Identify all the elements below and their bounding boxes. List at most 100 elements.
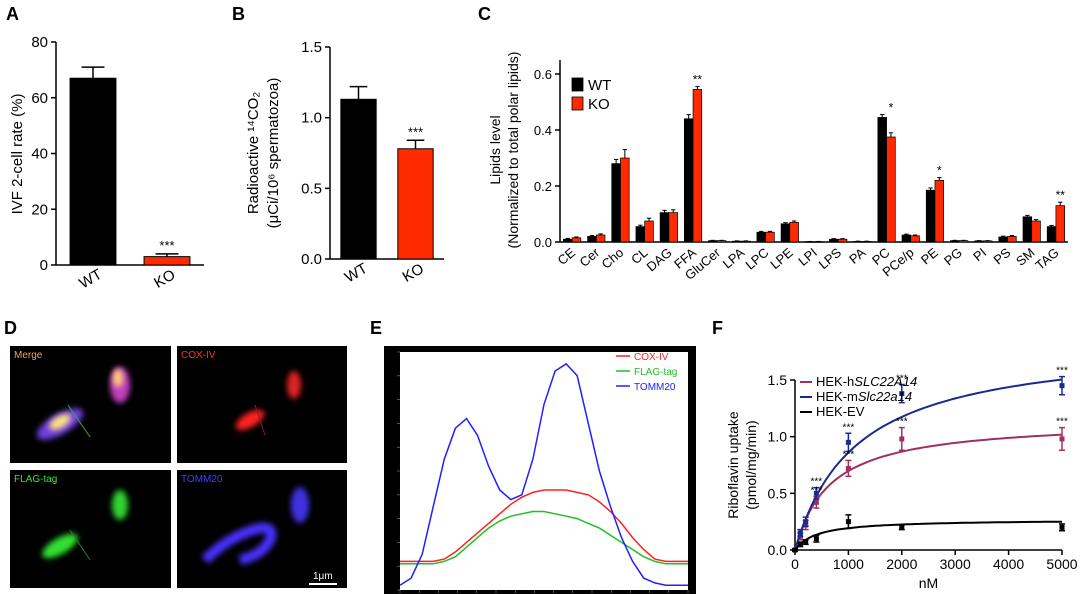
x-tick-label: PS <box>991 245 1014 268</box>
legend-label: HEK-hSLC22A14 <box>816 374 917 389</box>
y-tick-label: 1.5 <box>768 372 788 388</box>
y-axis-label: (μCi/10⁶ spermatozoa) <box>265 78 282 229</box>
scale-bar-label: 1μm <box>313 571 333 582</box>
y-tick-label: 40 <box>31 146 48 163</box>
bar-wt <box>708 240 718 243</box>
micrograph-cox-iv: COX-IV <box>177 346 347 463</box>
bar-ko <box>692 89 703 243</box>
bar-ko <box>862 241 872 243</box>
legend-label-prefix: HEK-EV <box>816 404 865 419</box>
bar-wt <box>1022 216 1033 243</box>
bar-wt <box>659 212 670 243</box>
y-tick-label: 0.5 <box>768 485 788 501</box>
panel-e-chart: COX-IV FLAG-tag TOMM20 <box>397 351 689 593</box>
data-point <box>899 436 905 442</box>
panel-f-chart: 0.0 0.5 1.0 1.5 0 1000 2000 3000 4000 5000 nM Ribof… <box>725 366 1078 591</box>
data-point <box>813 499 819 505</box>
x-tick-label: 2000 <box>886 556 917 572</box>
data-point <box>845 519 851 525</box>
x-tick-label: LPE <box>767 245 796 272</box>
significance-label: *** <box>843 422 855 433</box>
y-tick-label: 80 <box>31 34 48 51</box>
bar-ko <box>958 240 969 243</box>
profile-line-flag-tag <box>400 510 688 565</box>
y-tick-label: 1.0 <box>301 110 322 127</box>
y-tick-label: 0.0 <box>534 235 552 250</box>
bar-wt <box>683 118 694 243</box>
data-point <box>845 465 851 471</box>
bar-ko <box>571 237 582 243</box>
panel-d: D Merge COX-IV FLAG-tag <box>4 318 347 588</box>
bar <box>69 77 117 266</box>
x-tick-label: PA <box>846 245 868 267</box>
x-tick-label: CE <box>555 245 579 268</box>
significance-label: ** <box>693 73 703 87</box>
x-tick-label: SM <box>1013 245 1038 269</box>
y-tick-label: 0.2 <box>534 179 552 194</box>
data-point <box>803 539 809 545</box>
x-tick-label: Cho <box>598 245 626 272</box>
bar-ko <box>1031 220 1041 243</box>
bar-wt <box>829 238 839 243</box>
bar-ko <box>668 212 678 243</box>
bar-ko <box>837 238 848 243</box>
bar-wt <box>732 240 742 243</box>
bar-wt <box>974 240 984 243</box>
legend-label-gene: Slc22a14 <box>858 389 912 404</box>
micrograph-merge: Merge <box>10 346 171 463</box>
bar-wt <box>780 223 791 243</box>
bar-wt <box>853 241 863 243</box>
bar-wt <box>611 163 621 243</box>
channel-label-flag-tag: FLAG-tag <box>14 474 57 485</box>
micrograph-tomm20: TOMM20 1μm <box>177 470 347 588</box>
bar-wt <box>587 236 597 243</box>
x-tick-label: 1000 <box>833 556 864 572</box>
significance-label: * <box>889 101 894 115</box>
data-point <box>1059 524 1065 530</box>
panel-e-letter: E <box>370 318 382 338</box>
significance-label: *** <box>811 486 823 497</box>
bar-wt <box>925 189 936 243</box>
bar-ko <box>1007 236 1017 243</box>
legend-label: HEK-EV <box>816 404 865 419</box>
y-axis-label: (pmol/mg/min) <box>743 420 759 509</box>
bar-ko <box>982 240 993 243</box>
y-tick-label: 0.0 <box>301 251 322 268</box>
y-tick-label: 1.5 <box>301 39 322 56</box>
data-point <box>845 439 851 445</box>
legend-swatch <box>571 77 584 92</box>
bar-ko <box>620 157 630 243</box>
x-tick-label: Cer <box>577 244 603 269</box>
x-tick-label: WT <box>342 260 371 286</box>
channel-label-merge: Merge <box>14 350 43 361</box>
data-point <box>899 391 905 397</box>
y-axis-label: IVF 2-cell rate (%) <box>9 94 26 215</box>
legend-swatch <box>571 96 584 111</box>
y-tick-label: 0.6 <box>534 67 552 82</box>
y-tick-label: 0.5 <box>301 180 322 197</box>
x-tick-label: TAG <box>1032 245 1061 273</box>
panel-e: E COX-IV FLAG-tag TOMM20 <box>370 318 696 594</box>
x-tick-label: PG <box>941 245 965 269</box>
x-tick-label: WT <box>76 266 105 292</box>
panel-b: B 0.0 0.5 1.0 1.5 WT *** KO Radioactive ¹⁴CO₂ (μ… <box>232 4 444 286</box>
significance-label: *** <box>896 374 908 385</box>
y-tick-label: 20 <box>31 201 48 218</box>
panel-c-letter: C <box>478 4 491 24</box>
x-tick-label: KO <box>151 266 178 292</box>
bar <box>143 256 191 266</box>
bar <box>340 98 377 260</box>
data-point <box>1059 383 1065 389</box>
y-tick-label: 0.0 <box>768 542 788 558</box>
bar-wt <box>563 238 573 243</box>
x-tick-label: LPC <box>743 245 772 273</box>
fit-curve <box>794 520 1062 551</box>
data-point <box>797 530 803 536</box>
panel-f: F 0.0 0.5 1.0 1.5 0 1000 2000 3000 4000 5000 nM Rib… <box>712 318 1078 591</box>
bar-ko <box>595 234 606 243</box>
data-point <box>813 536 819 542</box>
panel-a-letter: A <box>6 4 19 24</box>
legend-label-prefix: HEK-m <box>816 389 858 404</box>
legend-label: COX-IV <box>634 352 669 363</box>
